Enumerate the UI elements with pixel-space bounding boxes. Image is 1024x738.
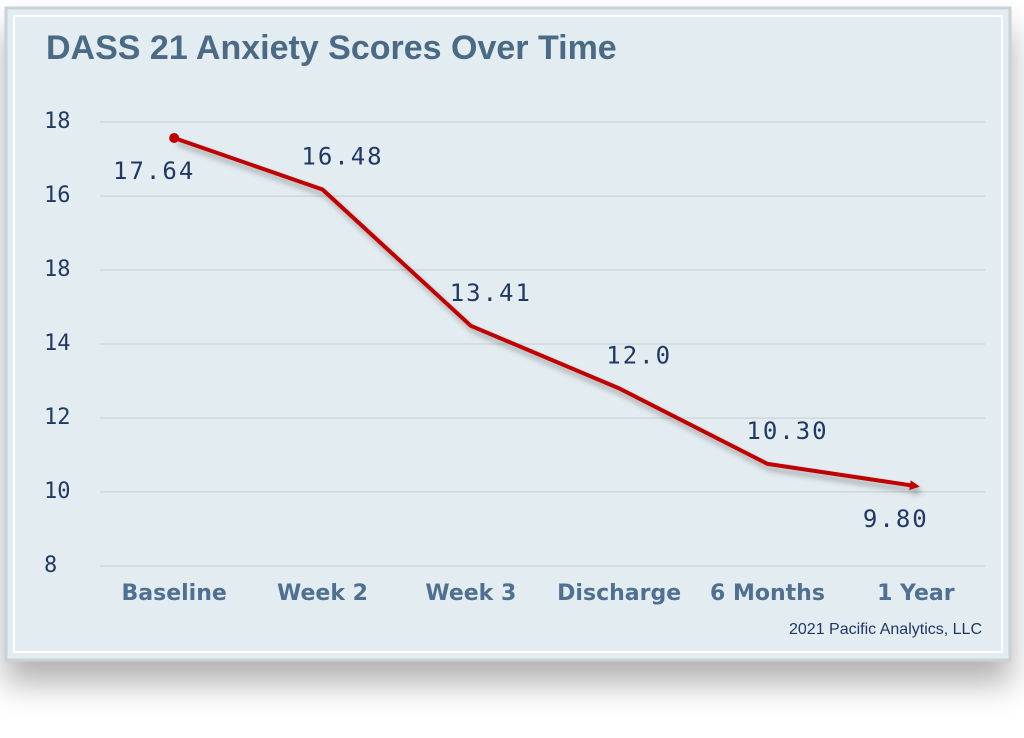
y-tick-label: 18 [44,257,71,282]
x-tick-label: 1 Year [877,581,955,606]
card-inner-border [13,15,1003,653]
y-tick-label: 10 [44,479,71,504]
y-tick-label: 16 [44,183,71,208]
data-line [173,136,920,491]
x-tick-label: Week 3 [425,581,516,606]
data-label: 16.48 [301,142,383,170]
data-label: 17.64 [113,157,195,185]
x-tick-label: Week 2 [277,581,368,606]
data-label: 10.30 [746,417,828,445]
data-label: 12.0 [606,341,672,369]
y-tick-label: 8 [44,553,57,578]
source-note: 2021 Pacific Analytics, LLC [789,621,982,638]
y-tick-label: 12 [44,405,71,430]
data-label: 13.41 [450,279,532,307]
y-tick-label: 14 [44,331,71,356]
x-tick-label: 6 Months [710,581,825,606]
start-point [169,132,180,143]
chart-title: DASS 21 Anxiety Scores Over Time [46,29,617,67]
y-tick-label: 18 [44,109,71,134]
x-tick-label: Baseline [122,581,227,606]
data-label: 9.80 [863,505,929,533]
x-tick-label: Discharge [557,581,681,606]
card [4,6,1012,662]
